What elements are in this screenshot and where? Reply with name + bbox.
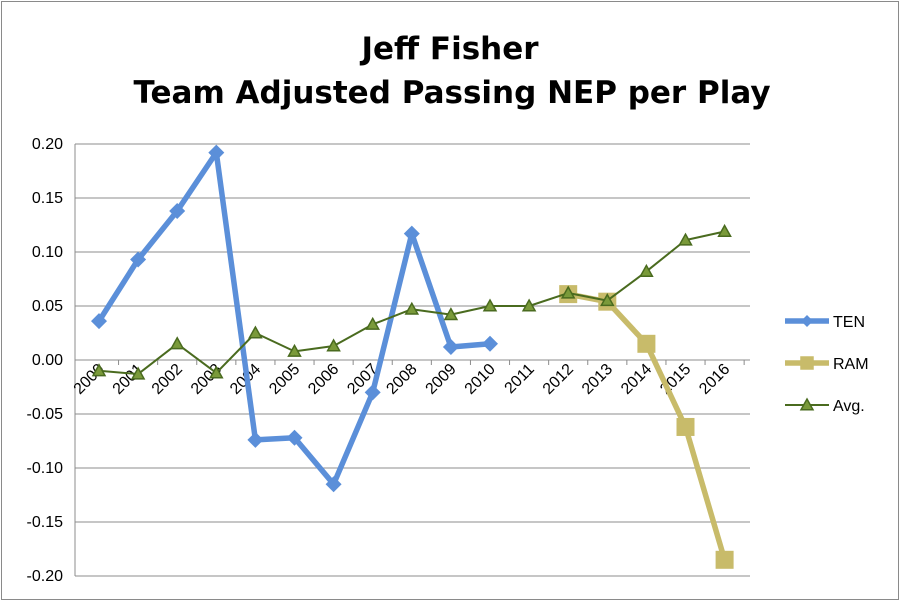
- data-point-ten: [208, 144, 225, 161]
- data-point-avg: [248, 325, 263, 339]
- y-tick-label: 0.00: [32, 352, 63, 369]
- series-line-ram: [567, 291, 728, 561]
- axes: 0.20 0.15 0.10 0.05 0.00 -0.05 -0.10 -0.15 -0.20…: [27, 136, 750, 585]
- series-layer: [91, 144, 734, 569]
- x-tick-label: 2012: [540, 361, 577, 398]
- data-point-ten: [130, 251, 147, 268]
- data-point-ten: [364, 384, 381, 401]
- data-point-avg: [678, 232, 693, 246]
- x-tick-label: 2013: [579, 361, 616, 398]
- data-point-avg: [639, 263, 654, 277]
- legend-marker-avg: [799, 397, 815, 411]
- x-tick-label: 2010: [462, 361, 499, 398]
- chart-title-line-2: Team Adjusted Passing NEP per Play: [133, 75, 770, 111]
- data-point-avg: [209, 365, 224, 379]
- x-tick-label: 2011: [502, 361, 538, 397]
- data-point-avg: [326, 338, 341, 352]
- legend-item-avg: Avg.: [785, 397, 865, 415]
- y-tick-label: 0.20: [32, 136, 63, 153]
- legend-marker-ram: [800, 356, 814, 370]
- data-point-ten: [442, 339, 459, 356]
- legend-marker-ten: [801, 315, 813, 327]
- x-tick-label: 2009: [423, 361, 460, 398]
- data-point-ram: [637, 334, 656, 353]
- x-tick-label: 2014: [618, 361, 655, 398]
- data-point-ten: [286, 429, 303, 446]
- data-point-avg: [91, 363, 107, 377]
- series-ten: [91, 144, 498, 493]
- y-tick-label: -0.05: [27, 406, 64, 423]
- data-point-ram: [676, 417, 695, 436]
- y-tick-label: 0.10: [32, 244, 63, 261]
- x-tick-label: 2002: [149, 361, 186, 398]
- x-tick-label: 2008: [383, 361, 420, 398]
- legend-item-ten: TEN: [785, 314, 865, 331]
- x-tick-label: 2005: [266, 361, 303, 398]
- data-point-avg: [560, 285, 576, 299]
- data-point-ram: [715, 550, 734, 569]
- data-point-avg: [521, 298, 537, 312]
- data-point-ten: [91, 313, 107, 330]
- data-point-avg: [365, 316, 380, 330]
- y-tick-label: -0.15: [27, 514, 64, 531]
- x-tick-label: 2006: [305, 361, 342, 398]
- x-tick-label: 2000: [71, 361, 108, 398]
- y-tick-label: 0.05: [32, 298, 63, 315]
- series-ram: [559, 285, 734, 569]
- legend-label-avg: Avg.: [833, 398, 865, 415]
- data-point-ten: [403, 225, 420, 242]
- data-point-avg: [130, 366, 146, 380]
- data-point-avg: [600, 293, 615, 307]
- data-point-ten: [325, 476, 342, 493]
- data-point-ten: [169, 202, 186, 219]
- legend-label-ten: TEN: [833, 314, 865, 331]
- legend: TEN RAM Avg.: [785, 314, 869, 415]
- series-avg: [91, 223, 732, 380]
- data-point-avg: [443, 307, 459, 321]
- y-tick-label: 0.15: [32, 190, 63, 207]
- y-tick-label: -0.10: [27, 460, 64, 477]
- data-point-avg: [287, 343, 302, 357]
- chart-title-line-1: Jeff Fisher: [359, 31, 539, 67]
- x-tick-label: 2016: [696, 361, 733, 398]
- data-point-avg: [482, 298, 498, 312]
- data-point-ten: [482, 335, 498, 352]
- legend-label-ram: RAM: [833, 356, 869, 373]
- data-point-avg: [404, 301, 420, 315]
- data-point-ten: [247, 431, 264, 448]
- data-point-avg: [169, 336, 185, 350]
- data-point-avg: [717, 223, 732, 238]
- y-tick-label: -0.20: [27, 568, 64, 585]
- legend-item-ram: RAM: [785, 356, 869, 373]
